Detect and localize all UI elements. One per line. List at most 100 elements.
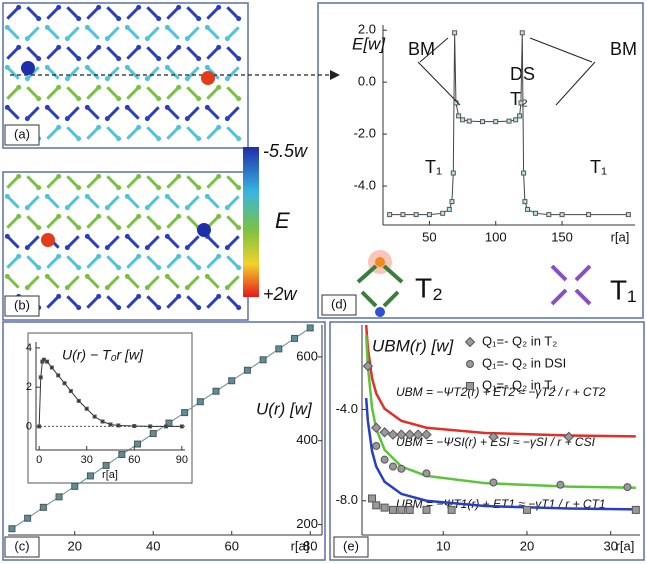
- marker: [447, 207, 451, 211]
- chart-title: U(r) − T₀r [w]: [62, 347, 144, 363]
- spin-head: [76, 265, 81, 270]
- spin-head: [76, 185, 81, 190]
- legend-label: Q₁=- Q₂ in T₂: [482, 333, 557, 348]
- spin-head: [25, 285, 30, 290]
- spin-head: [216, 254, 221, 259]
- x-tick-label: 0: [36, 454, 42, 466]
- marker: [450, 200, 454, 204]
- spin-head: [136, 5, 141, 10]
- spin-head: [36, 265, 41, 270]
- spin-head: [36, 225, 41, 230]
- spin-head: [205, 194, 210, 199]
- spin-head: [116, 16, 121, 21]
- spin-head: [85, 25, 90, 30]
- marker: [423, 506, 430, 513]
- colorbar: [243, 147, 259, 297]
- panel-label: (b): [14, 297, 30, 312]
- spin-head: [96, 85, 101, 90]
- marker: [373, 502, 380, 509]
- marker: [119, 452, 125, 458]
- spin-head: [216, 214, 221, 219]
- spin-head: [196, 265, 201, 270]
- marker: [180, 425, 183, 428]
- marker: [507, 119, 511, 123]
- spin-head: [56, 125, 61, 130]
- marker: [117, 424, 120, 427]
- spin-head: [136, 45, 141, 50]
- marker: [213, 388, 219, 394]
- marker: [56, 494, 62, 500]
- spin-head: [156, 225, 161, 230]
- marker: [9, 526, 15, 532]
- spin-head: [45, 194, 50, 199]
- spin-head: [65, 205, 70, 210]
- spin-head: [225, 116, 230, 121]
- spin-head: [16, 174, 21, 179]
- y-axis-label: UBM(r) [w]: [372, 336, 454, 355]
- spin-head: [105, 245, 110, 250]
- spin-head: [176, 125, 181, 130]
- marker: [448, 506, 455, 513]
- spin-head: [165, 105, 170, 110]
- spin-head: [145, 116, 150, 121]
- spin-head: [156, 265, 161, 270]
- spin-head: [136, 125, 141, 130]
- x-tick-label: 30: [81, 454, 93, 466]
- spin-head: [136, 214, 141, 219]
- marker: [398, 506, 405, 513]
- spin-head: [165, 65, 170, 70]
- spin-head: [105, 76, 110, 81]
- y-tick-label: 4: [26, 342, 32, 354]
- spin-head: [216, 5, 221, 10]
- marker: [534, 211, 538, 215]
- marker: [197, 399, 203, 405]
- marker: [182, 410, 188, 416]
- spin-head: [185, 36, 190, 41]
- spin-head: [156, 136, 161, 141]
- panel-label: (a): [14, 126, 30, 141]
- spin-head: [116, 225, 121, 230]
- x-tick-label: 60: [128, 454, 140, 466]
- spin-head: [76, 136, 81, 141]
- spin-head: [236, 185, 241, 190]
- marker: [632, 506, 639, 513]
- spin-head: [5, 25, 10, 30]
- spin-head: [5, 194, 10, 199]
- spin-head: [25, 205, 30, 210]
- y-tick-label: -2.0: [354, 126, 376, 141]
- spin-head: [136, 174, 141, 179]
- spin-head: [65, 245, 70, 250]
- marker: [93, 415, 96, 418]
- spin-head: [105, 205, 110, 210]
- spin-head: [176, 5, 181, 10]
- spin-head: [76, 16, 81, 21]
- spin-head: [116, 136, 121, 141]
- spin-head: [156, 56, 161, 61]
- spin-head: [236, 136, 241, 141]
- spin-head: [145, 76, 150, 81]
- marker: [25, 515, 31, 521]
- spin-head: [36, 16, 41, 21]
- marker: [381, 456, 388, 463]
- marker: [480, 120, 484, 124]
- spin-head: [76, 305, 81, 310]
- marker: [69, 390, 72, 393]
- marker: [453, 31, 457, 35]
- spin-head: [216, 294, 221, 299]
- spin-head: [16, 45, 21, 50]
- x-tick-label: 50: [422, 229, 436, 244]
- annotation: T₁: [590, 157, 607, 177]
- spin-head: [36, 56, 41, 61]
- spin-head: [105, 116, 110, 121]
- marker: [87, 473, 93, 479]
- spin-head: [185, 116, 190, 121]
- marker: [514, 118, 518, 122]
- x-tick-label: 100: [485, 229, 507, 244]
- spin-head: [85, 105, 90, 110]
- spin-head: [225, 36, 230, 41]
- y-tick-label: 0.0: [358, 74, 376, 89]
- marker: [518, 114, 522, 118]
- annotation: BM: [408, 39, 435, 59]
- spin-head: [5, 234, 10, 239]
- spin-head: [125, 25, 130, 30]
